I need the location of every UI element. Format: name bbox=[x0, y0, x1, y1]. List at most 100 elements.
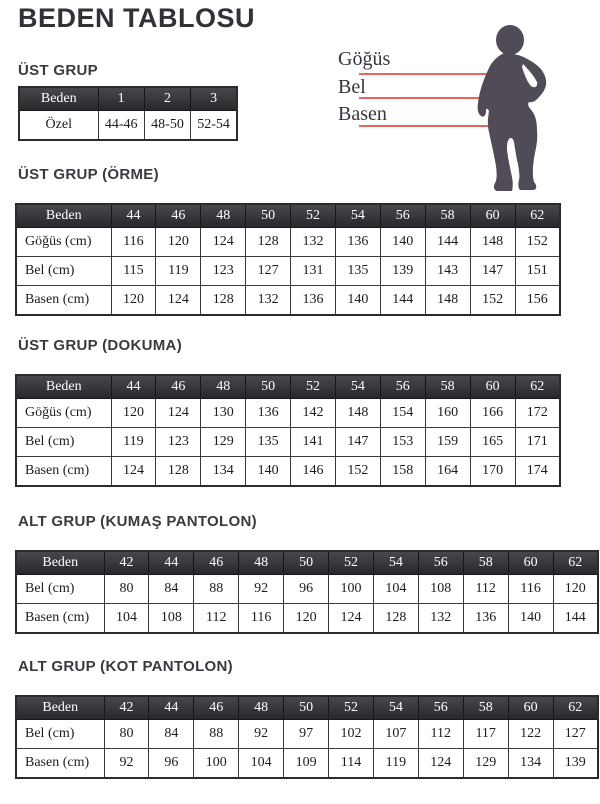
table-header-cell: 60 bbox=[507, 695, 554, 721]
table-header-cell: Beden bbox=[15, 550, 105, 576]
value-cell: 154 bbox=[379, 398, 426, 429]
value-cell: 151 bbox=[514, 256, 561, 287]
value-cell: 132 bbox=[290, 227, 336, 258]
row-label-cell: Göğüs (cm) bbox=[15, 227, 112, 258]
page-title: BEDEN TABLOSU bbox=[18, 3, 256, 33]
value-cell: 147 bbox=[469, 256, 516, 287]
value-cell: 142 bbox=[290, 398, 336, 429]
size-table: Beden 1 2 3 Özel 44-46 48-50 52-54 bbox=[18, 85, 238, 141]
table-row: Bel (cm) 115 119 123 127 131 135 139 143 147 151 bbox=[15, 256, 561, 287]
section-heading: ÜST GRUP (ÖRME) bbox=[18, 165, 159, 183]
value-cell: 107 bbox=[372, 719, 419, 750]
size-table-container: Beden 1 2 3 Özel 44-46 48-50 52-54 bbox=[0, 85, 600, 141]
table-header-cell: 54 bbox=[372, 550, 419, 576]
value-cell: 80 bbox=[103, 574, 150, 605]
value-cell: 100 bbox=[193, 748, 240, 779]
value-cell: 152 bbox=[469, 285, 516, 316]
value-cell: 104 bbox=[103, 603, 150, 634]
value-cell: 136 bbox=[245, 398, 292, 429]
value-cell: 112 bbox=[417, 719, 464, 750]
size-table: Beden 42 44 46 48 50 52 54 56 58 60 62 Bel (cm) 80 84 8… bbox=[15, 549, 599, 634]
size-table: Beden 42 44 46 48 50 52 54 56 58 60 62 Bel (cm) 80 84 8… bbox=[15, 694, 599, 779]
value-cell: 164 bbox=[424, 456, 471, 487]
value-cell: 84 bbox=[148, 574, 195, 605]
table-header-cell: 58 bbox=[462, 695, 509, 721]
value-cell: 128 bbox=[372, 603, 419, 634]
section-alt-grup-kot-pantolon: ALT GRUP (KOT PANTOLON) Beden 42 44 46 48 50 5… bbox=[0, 658, 600, 779]
value-cell: 148 bbox=[334, 398, 381, 429]
value-cell: 144 bbox=[424, 227, 471, 258]
table-header-cell: 52 bbox=[328, 695, 374, 721]
value-cell: 159 bbox=[424, 427, 471, 458]
value-cell: 139 bbox=[552, 748, 599, 779]
value-cell: 48-50 bbox=[143, 110, 192, 141]
value-cell: 146 bbox=[290, 456, 336, 487]
row-label-cell: Bel (cm) bbox=[15, 719, 105, 750]
table-header-cell: 62 bbox=[552, 550, 599, 576]
value-cell: 124 bbox=[155, 285, 202, 316]
table-header-cell: 50 bbox=[283, 695, 330, 721]
value-cell: 116 bbox=[238, 603, 285, 634]
value-cell: 140 bbox=[245, 456, 292, 487]
value-cell: 128 bbox=[200, 285, 247, 316]
value-cell: 92 bbox=[238, 574, 285, 605]
table-row: Bel (cm) 80 84 88 92 97 102 107 112 117 122 127 bbox=[15, 719, 599, 750]
size-table: Beden 44 46 48 50 52 54 56 58 60 62 Göğüs (cm) 116 12… bbox=[15, 202, 561, 316]
value-cell: 120 bbox=[552, 574, 599, 605]
value-cell: 96 bbox=[283, 574, 330, 605]
table-header-cell: 44 bbox=[110, 203, 157, 229]
value-cell: 132 bbox=[245, 285, 292, 316]
table-header-cell: 46 bbox=[155, 374, 202, 400]
value-cell: 119 bbox=[110, 427, 157, 458]
table-header-cell: 2 bbox=[143, 86, 192, 112]
table-header-cell: 60 bbox=[507, 550, 554, 576]
value-cell: 128 bbox=[245, 227, 292, 258]
value-cell: 123 bbox=[200, 256, 247, 287]
value-cell: 135 bbox=[245, 427, 292, 458]
table-header-cell: 44 bbox=[148, 695, 195, 721]
table-header-cell: 56 bbox=[417, 550, 464, 576]
value-cell: 152 bbox=[514, 227, 561, 258]
value-cell: 136 bbox=[334, 227, 381, 258]
value-cell: 116 bbox=[507, 574, 554, 605]
table-header-cell: 56 bbox=[417, 695, 464, 721]
size-table-container: Beden 42 44 46 48 50 52 54 56 58 60 62 Bel (cm) 80 84 8… bbox=[0, 549, 600, 634]
value-cell: 114 bbox=[328, 748, 374, 779]
table-header-cell: 54 bbox=[334, 203, 381, 229]
section-ust-grup-orme: ÜST GRUP (ÖRME) Beden 44 46 48 50 52 54 56 58 60 6… bbox=[0, 166, 600, 316]
table-header-cell: 52 bbox=[290, 374, 336, 400]
value-cell: 80 bbox=[103, 719, 150, 750]
value-cell: 44-46 bbox=[97, 110, 145, 141]
value-cell: 132 bbox=[417, 603, 464, 634]
table-row: Basen (cm) 124 128 134 140 146 152 158 164 170 174 bbox=[15, 456, 561, 487]
value-cell: 112 bbox=[462, 574, 509, 605]
table-header-cell: 42 bbox=[103, 550, 150, 576]
row-label-cell: Basen (cm) bbox=[15, 456, 112, 487]
value-cell: 153 bbox=[379, 427, 426, 458]
value-cell: 165 bbox=[469, 427, 516, 458]
value-cell: 124 bbox=[417, 748, 464, 779]
value-cell: 143 bbox=[424, 256, 471, 287]
value-cell: 119 bbox=[372, 748, 419, 779]
table-row: Göğüs (cm) 116 120 124 128 132 136 140 144 148 152 bbox=[15, 227, 561, 258]
value-cell: 139 bbox=[379, 256, 426, 287]
value-cell: 166 bbox=[469, 398, 516, 429]
size-table-container: Beden 44 46 48 50 52 54 56 58 60 62 Göğüs (cm) 120 12… bbox=[0, 373, 600, 487]
size-table-container: Beden 42 44 46 48 50 52 54 56 58 60 62 Bel (cm) 80 84 8… bbox=[0, 694, 600, 779]
row-label-cell: Basen (cm) bbox=[15, 285, 112, 316]
table-header-cell: 1 bbox=[97, 86, 145, 112]
table-header-cell: 48 bbox=[238, 550, 285, 576]
table-header-cell: 58 bbox=[424, 203, 471, 229]
value-cell: 120 bbox=[110, 398, 157, 429]
section-ust-grup: ÜST GRUP Beden 1 2 3 Özel 44-46 48-50 52-54 bbox=[0, 62, 600, 141]
value-cell: 124 bbox=[328, 603, 374, 634]
value-cell: 131 bbox=[290, 256, 336, 287]
value-cell: 144 bbox=[552, 603, 599, 634]
value-cell: 84 bbox=[148, 719, 195, 750]
row-label-cell: Basen (cm) bbox=[15, 748, 105, 779]
value-cell: 174 bbox=[514, 456, 561, 487]
value-cell: 112 bbox=[193, 603, 240, 634]
value-cell: 134 bbox=[507, 748, 554, 779]
value-cell: 130 bbox=[200, 398, 247, 429]
row-label-cell: Özel bbox=[18, 110, 99, 141]
